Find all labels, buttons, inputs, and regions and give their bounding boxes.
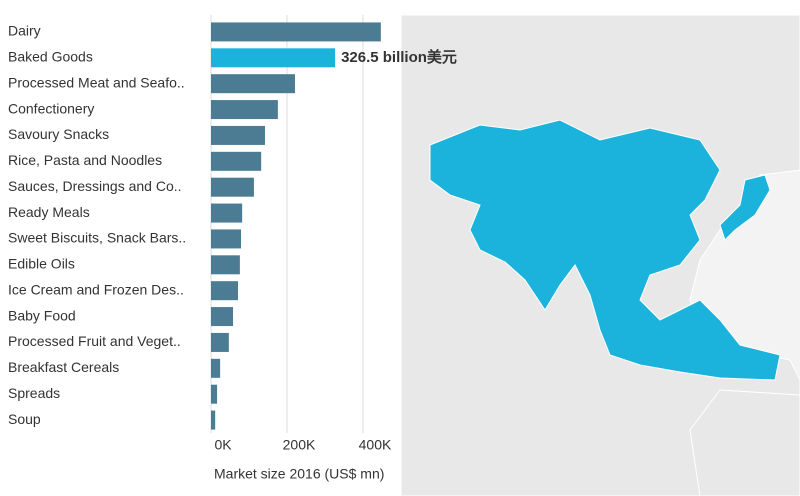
category-label: Processed Meat and Seafo.. xyxy=(8,74,185,90)
australia xyxy=(689,389,800,496)
bar xyxy=(211,358,221,378)
category-label: Sweet Biscuits, Snack Bars.. xyxy=(8,230,186,246)
map xyxy=(400,14,800,496)
bar xyxy=(211,281,238,301)
category-label: Baked Goods xyxy=(8,49,93,65)
japan xyxy=(719,174,771,241)
bar xyxy=(211,332,229,352)
category-label: Dairy xyxy=(8,23,41,39)
category-label: Soup xyxy=(8,411,41,427)
bar xyxy=(211,255,240,275)
bar xyxy=(211,125,265,145)
category-label: Ice Cream and Frozen Des.. xyxy=(8,281,184,297)
bar xyxy=(211,229,242,249)
bar xyxy=(211,177,254,197)
category-label: Savoury Snacks xyxy=(8,126,109,142)
bar xyxy=(211,22,381,42)
bar xyxy=(211,151,262,171)
value-label: 326.5 billion美元 xyxy=(341,48,457,66)
category-label: Edible Oils xyxy=(8,256,75,272)
asia-region xyxy=(429,119,781,381)
bar xyxy=(211,203,243,223)
category-label: Ready Meals xyxy=(8,204,90,220)
x-tick-label: 0K xyxy=(214,437,232,453)
x-tick-label: 400K xyxy=(359,437,392,453)
bar xyxy=(211,48,336,68)
category-label: Spreads xyxy=(8,385,60,401)
category-label: Breakfast Cereals xyxy=(8,359,119,375)
bar xyxy=(211,384,218,404)
bar xyxy=(211,74,295,94)
x-tick-label: 200K xyxy=(283,437,316,453)
bar xyxy=(211,100,278,120)
category-label: Baby Food xyxy=(8,307,76,323)
category-label: Rice, Pasta and Noodles xyxy=(8,152,162,168)
category-label: Processed Fruit and Veget.. xyxy=(8,333,181,349)
category-label: Confectionery xyxy=(8,100,94,116)
x-axis-label: Market size 2016 (US$ mn) xyxy=(214,466,384,482)
bar xyxy=(211,410,216,430)
category-label: Sauces, Dressings and Co.. xyxy=(8,178,182,194)
bar xyxy=(211,307,234,327)
